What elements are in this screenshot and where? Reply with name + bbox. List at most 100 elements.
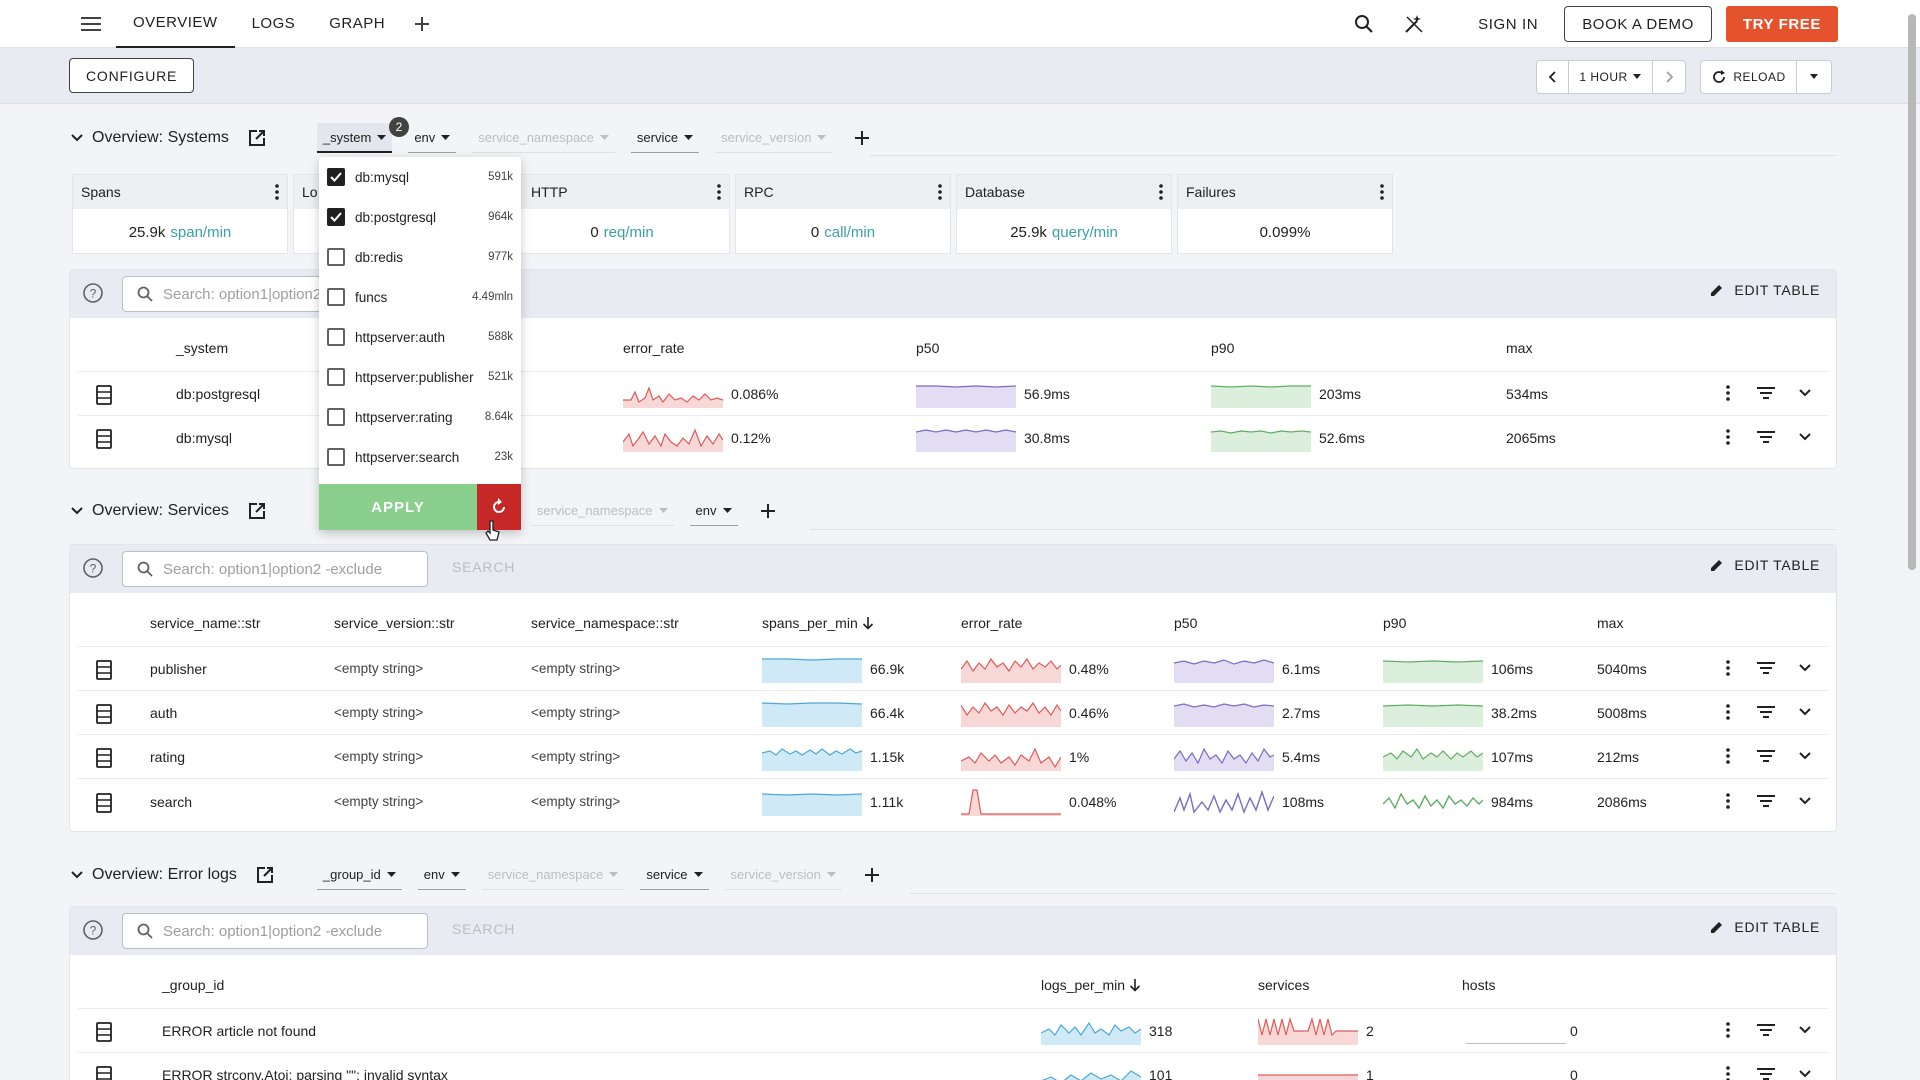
open-external-icon[interactable] — [247, 501, 267, 521]
filter-chip-env[interactable]: env — [408, 123, 457, 153]
column-header[interactable]: p50 — [916, 340, 940, 356]
cell-service-name[interactable]: auth — [150, 705, 178, 721]
add-tab-button[interactable] — [402, 0, 442, 48]
checkbox[interactable] — [327, 328, 345, 346]
reset-button[interactable] — [477, 484, 521, 530]
column-header[interactable]: p50 — [1174, 615, 1198, 631]
cell-system[interactable]: db:postgresql — [176, 386, 261, 402]
add-filter-icon[interactable] — [854, 130, 870, 146]
reload-menu-button[interactable] — [1797, 61, 1831, 93]
checkbox[interactable] — [327, 248, 345, 266]
chevron-down-icon[interactable] — [70, 133, 84, 143]
row-details-icon[interactable] — [96, 1066, 112, 1080]
row-details-icon[interactable] — [96, 1022, 112, 1042]
book-demo-button[interactable]: BOOK A DEMO — [1564, 6, 1712, 42]
column-header[interactable]: max — [1597, 615, 1624, 631]
more-vert-icon[interactable] — [1726, 793, 1730, 809]
filter-icon[interactable] — [1756, 705, 1776, 719]
chevron-down-icon[interactable] — [70, 506, 84, 516]
prev-period-button[interactable] — [1537, 61, 1569, 93]
dropdown-option[interactable]: httpserver:publisher 521k — [319, 357, 521, 397]
next-period-button[interactable] — [1653, 61, 1685, 93]
edit-table-button[interactable]: EDIT TABLE — [1710, 919, 1820, 935]
period-select[interactable]: 1 HOUR — [1569, 61, 1653, 93]
page-scrollbar[interactable] — [1908, 14, 1916, 570]
column-header[interactable]: error_rate — [961, 615, 1023, 631]
filter-icon[interactable] — [1756, 661, 1776, 675]
search-button[interactable] — [1346, 6, 1382, 42]
row-details-icon[interactable] — [96, 793, 112, 813]
checkbox-checked[interactable] — [327, 168, 345, 186]
add-filter-icon[interactable] — [864, 867, 880, 883]
filter-chip-group-id[interactable]: _group_id — [316, 860, 402, 890]
help-icon[interactable]: ? — [82, 282, 104, 304]
cell-group-id[interactable]: ERROR article not found — [162, 1023, 317, 1039]
filter-icon[interactable] — [1756, 430, 1776, 444]
search-input[interactable] — [163, 560, 403, 578]
filter-icon[interactable] — [1756, 386, 1776, 400]
dropdown-option[interactable]: db:redis 977k — [319, 237, 521, 277]
more-vert-icon[interactable] — [1726, 1022, 1730, 1038]
more-vert-icon[interactable] — [938, 184, 942, 200]
theme-toggle-button[interactable] — [1396, 6, 1432, 42]
filter-icon[interactable] — [1756, 794, 1776, 808]
sign-in-button[interactable]: SIGN IN — [1466, 6, 1550, 42]
column-header[interactable]: service_name::str — [150, 615, 261, 631]
more-vert-icon[interactable] — [1380, 184, 1384, 200]
column-header[interactable]: p90 — [1383, 615, 1407, 631]
cell-group-id[interactable]: ERROR strconv.Atoi: parsing "": invalid … — [162, 1067, 448, 1080]
dropdown-option[interactable]: httpserver:rating 8.64k — [319, 397, 521, 437]
filter-chip-service-namespace[interactable]: service_namespace — [472, 123, 615, 153]
edit-table-button[interactable]: EDIT TABLE — [1710, 282, 1820, 298]
search-submit-button[interactable]: SEARCH — [452, 921, 516, 937]
checkbox[interactable] — [327, 288, 345, 306]
row-details-icon[interactable] — [96, 429, 112, 449]
cell-service-name[interactable]: search — [150, 794, 193, 810]
reload-button[interactable]: RELOAD — [1701, 61, 1797, 93]
more-vert-icon[interactable] — [717, 184, 721, 200]
column-header-sorted[interactable]: spans_per_min — [762, 615, 874, 631]
column-header[interactable]: services — [1258, 977, 1310, 993]
search-input[interactable] — [163, 922, 403, 940]
filter-chip-service-version[interactable]: service_version — [724, 860, 842, 890]
filter-chip-env[interactable]: env — [417, 860, 466, 890]
hamburger-menu-button[interactable] — [68, 0, 116, 48]
filter-icon[interactable] — [1756, 1023, 1776, 1037]
dropdown-option[interactable]: httpserver:auth 588k — [319, 317, 521, 357]
dropdown-option[interactable]: funcs 4.49mln — [319, 277, 521, 317]
row-details-icon[interactable] — [96, 385, 112, 405]
row-details-icon[interactable] — [96, 748, 112, 768]
filter-chip-system[interactable]: _system — [316, 123, 393, 153]
add-filter-icon[interactable] — [760, 503, 776, 519]
more-vert-icon[interactable] — [1726, 1066, 1730, 1080]
more-vert-icon[interactable] — [1726, 385, 1730, 401]
column-header[interactable]: error_rate — [623, 340, 685, 356]
tab-overview[interactable]: OVERVIEW — [116, 0, 235, 48]
search-submit-button[interactable]: SEARCH — [452, 559, 516, 575]
cell-service-name[interactable]: rating — [150, 749, 186, 765]
checkbox[interactable] — [327, 368, 345, 386]
row-details-icon[interactable] — [96, 660, 112, 680]
try-free-button[interactable]: TRY FREE — [1725, 6, 1838, 42]
apply-button[interactable]: APPLY — [319, 484, 477, 530]
expand-icon[interactable] — [1798, 663, 1812, 673]
cell-service-name[interactable]: publisher — [150, 661, 207, 677]
tab-logs[interactable]: LOGS — [251, 15, 296, 32]
more-vert-icon[interactable] — [1726, 660, 1730, 676]
column-header[interactable]: service_version::str — [334, 615, 455, 631]
expand-icon[interactable] — [1798, 796, 1812, 806]
configure-button[interactable]: CONFIGURE — [69, 58, 195, 93]
chevron-down-icon[interactable] — [70, 870, 84, 880]
column-header[interactable]: service_namespace::str — [531, 615, 679, 631]
filter-chip-service-namespace[interactable]: service_namespace — [481, 860, 625, 890]
checkbox[interactable] — [327, 408, 345, 426]
checkbox[interactable] — [327, 448, 345, 466]
expand-icon[interactable] — [1798, 388, 1812, 398]
column-header[interactable]: _group_id — [162, 977, 225, 993]
filter-icon[interactable] — [1756, 749, 1776, 763]
column-header[interactable]: max — [1506, 340, 1533, 356]
filter-chip-service-namespace[interactable]: service_namespace — [530, 496, 674, 526]
dropdown-option[interactable]: httpserver:search 23k — [319, 437, 521, 477]
column-header[interactable]: _system — [176, 340, 229, 356]
dropdown-option[interactable]: db:postgresql 964k — [319, 197, 521, 237]
